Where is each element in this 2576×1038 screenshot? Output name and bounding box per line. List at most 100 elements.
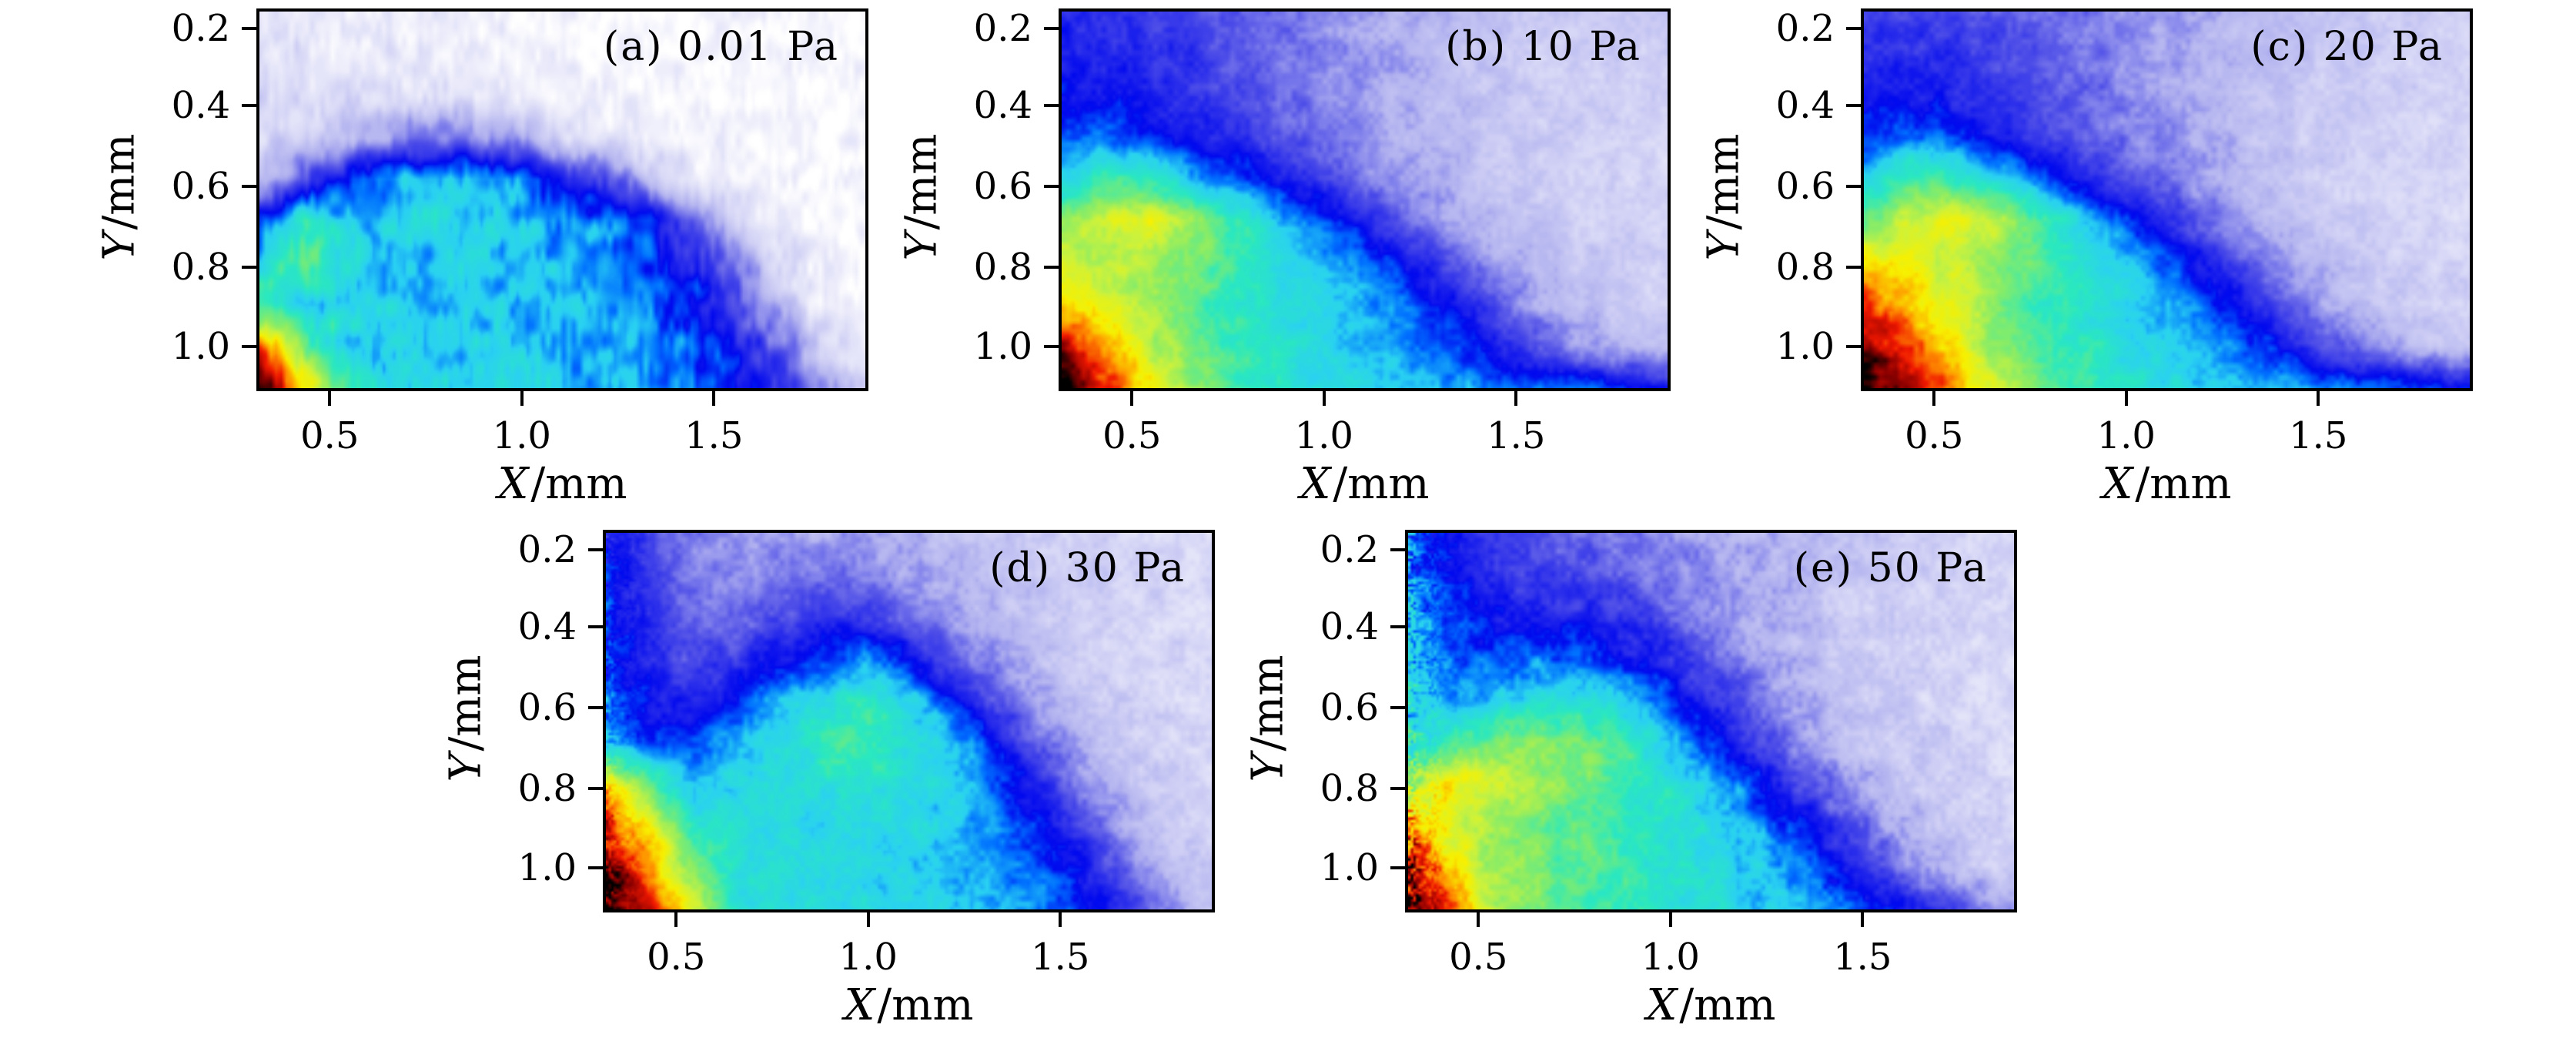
y-axis-label: Y/mm	[95, 133, 145, 260]
y-tick-label: 0.4	[1775, 84, 1835, 128]
panel-title-a: (a) 0.01 Pa	[603, 24, 839, 70]
x-tick-mark	[1861, 912, 1865, 927]
y-tick-label: 0.6	[171, 165, 230, 209]
x-axis-variable: X	[844, 980, 875, 1030]
y-tick-label: 0.4	[973, 84, 1032, 128]
x-tick-label: 0.5	[1905, 414, 1964, 457]
panel-title-e: (e) 50 Pa	[1793, 545, 1988, 591]
y-axis-variable: Y	[1698, 232, 1749, 261]
y-tick-label: 1.0	[1320, 846, 1379, 890]
y-tick-mark	[588, 706, 603, 710]
x-tick-mark	[866, 912, 870, 927]
y-tick-mark	[242, 266, 256, 270]
y-tick-mark	[1846, 27, 1861, 30]
y-tick-label: 1.0	[973, 325, 1032, 369]
y-axis-variable: Y	[440, 753, 491, 782]
y-tick-mark	[242, 27, 256, 30]
y-tick-label: 0.2	[171, 7, 230, 50]
y-tick-mark	[588, 548, 603, 551]
x-tick-label: 0.5	[300, 414, 360, 457]
y-axis-unit: /mm	[1698, 132, 1749, 230]
plot-area-a: (a) 0.01 Pa X/mm 0.2 0.4 0.6 0.8 1.0 0.5 1.0 1.…	[172, 7, 868, 509]
x-axis-unit: /mm	[1679, 980, 1776, 1030]
y-tick-label: 0.4	[517, 605, 577, 649]
y-tick-label: 0.8	[1320, 767, 1379, 811]
y-tick-label: 0.2	[1320, 528, 1379, 571]
x-tick-mark	[520, 391, 524, 406]
heatmap-canvas-a	[259, 12, 865, 388]
y-axis-label: Y/mm	[441, 655, 491, 782]
panel-title-d: (d) 30 Pa	[989, 545, 1186, 591]
y-tick-label: 0.4	[171, 84, 230, 128]
y-axis-unit: /mm	[94, 132, 145, 230]
x-tick-label: 1.0	[1294, 414, 1353, 457]
x-tick-label: 1.0	[2096, 414, 2156, 457]
plot-area-c: (c) 20 Pa X/mm 0.2 0.4 0.6 0.8 1.0 0.5 1.0 1.5	[1776, 7, 2473, 509]
x-tick-label: 0.5	[1102, 414, 1162, 457]
panel-d: Y/mm (d) 30 Pa X/mm 0.2 0.4 0.6 0.8 1.0 0.5 1.…	[441, 528, 1215, 1030]
x-tick-mark	[1130, 391, 1134, 406]
x-tick-label: 1.5	[1031, 936, 1090, 979]
x-tick-mark	[674, 912, 678, 927]
y-tick-mark	[1846, 266, 1861, 270]
x-axis-variable: X	[1300, 459, 1331, 509]
y-tick-mark	[1044, 185, 1059, 189]
y-tick-mark	[1390, 625, 1405, 629]
y-axis-variable: Y	[896, 232, 947, 261]
y-tick-mark	[588, 625, 603, 629]
x-tick-label: 1.5	[1833, 936, 1892, 979]
y-axis-unit: /mm	[440, 654, 491, 752]
y-tick-mark	[242, 104, 256, 108]
x-axis-label: X/mm	[1864, 459, 2470, 509]
y-axis-unit: /mm	[896, 132, 947, 230]
x-tick-mark	[1668, 912, 1672, 927]
x-tick-label: 1.0	[1641, 936, 1700, 979]
y-tick-mark	[1390, 706, 1405, 710]
x-tick-mark	[1059, 912, 1062, 927]
x-axis-label: X/mm	[1062, 459, 1668, 509]
y-tick-mark	[588, 787, 603, 791]
x-tick-mark	[712, 391, 716, 406]
y-tick-label: 0.6	[517, 686, 577, 730]
y-tick-mark	[1390, 787, 1405, 791]
x-tick-label: 0.5	[647, 936, 706, 979]
heatmap-canvas-b	[1062, 12, 1668, 388]
y-tick-mark	[1846, 185, 1861, 189]
x-tick-label: 1.5	[2289, 414, 2348, 457]
x-axis-variable: X	[2102, 459, 2133, 509]
x-axis-unit: /mm	[2135, 459, 2232, 509]
y-tick-mark	[588, 866, 603, 870]
panel-title-b: (b) 10 Pa	[1445, 24, 1641, 70]
y-axis-label: Y/mm	[897, 133, 947, 260]
y-tick-mark	[1846, 345, 1861, 349]
plot-area-b: (b) 10 Pa X/mm 0.2 0.4 0.6 0.8 1.0 0.5 1.0 1.5	[974, 7, 1671, 509]
x-tick-mark	[328, 391, 332, 406]
x-tick-mark	[1477, 912, 1480, 927]
y-tick-mark	[1390, 548, 1405, 551]
x-tick-mark	[1514, 391, 1518, 406]
x-tick-label: 1.5	[684, 414, 744, 457]
x-axis-variable: X	[1646, 980, 1678, 1030]
y-tick-label: 0.8	[973, 246, 1032, 290]
x-tick-mark	[1322, 391, 1326, 406]
heatmap-canvas-e	[1408, 533, 2014, 909]
y-tick-label: 1.0	[1775, 325, 1835, 369]
y-axis-label: Y/mm	[1243, 655, 1293, 782]
x-axis-unit: /mm	[530, 459, 627, 509]
y-tick-mark	[242, 345, 256, 349]
panel-a: Y/mm (a) 0.01 Pa X/mm 0.2 0.4 0.6 0.8 1.0 0.5…	[95, 7, 868, 509]
x-tick-mark	[2317, 391, 2320, 406]
y-tick-label: 0.6	[973, 165, 1032, 209]
y-axis-unit: /mm	[1243, 654, 1293, 752]
x-axis-label: X/mm	[606, 980, 1212, 1030]
x-tick-label: 1.5	[1487, 414, 1546, 457]
x-tick-label: 1.0	[838, 936, 898, 979]
x-axis-unit: /mm	[1333, 459, 1430, 509]
panel-b: Y/mm (b) 10 Pa X/mm 0.2 0.4 0.6 0.8 1.0 0.5 1.…	[897, 7, 1671, 509]
x-tick-label: 0.5	[1449, 936, 1508, 979]
y-axis-label: Y/mm	[1699, 133, 1749, 260]
x-axis-label: X/mm	[259, 459, 865, 509]
x-tick-mark	[2124, 391, 2128, 406]
heatmap-canvas-d	[606, 533, 1212, 909]
